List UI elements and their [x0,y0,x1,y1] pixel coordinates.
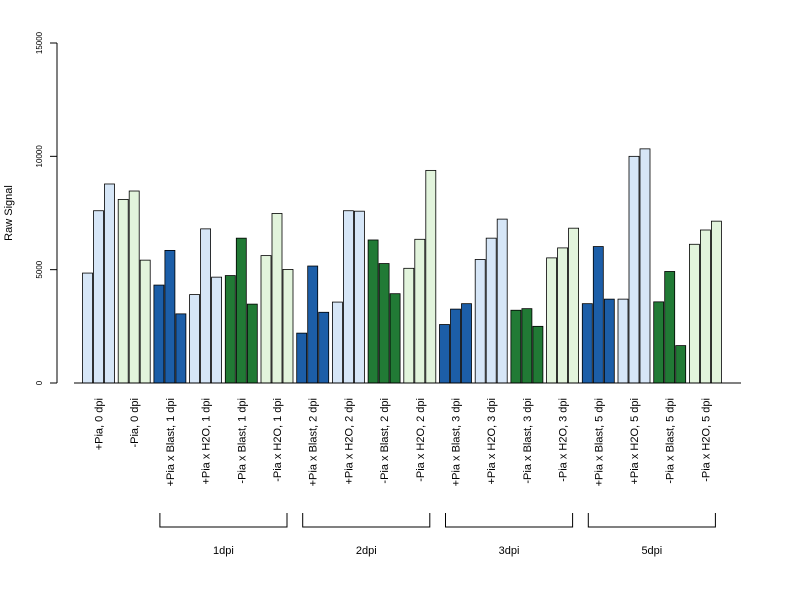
x-tick-label: -Pia x Blast, 1 dpi [236,398,248,484]
bracket-label: 2dpi [356,545,377,557]
x-tick-label: -Pia, 0 dpi [129,398,141,448]
bar [378,263,390,384]
x-tick-label: -Pia x Blast, 2 dpi [379,398,391,484]
x-tick-label: -Pia x H2O, 5 dpi [700,398,712,482]
bar [82,272,93,384]
bar [93,210,104,384]
bracket [159,513,288,528]
bar [235,237,247,384]
bar [414,238,426,384]
bar [211,276,223,384]
bar [496,218,508,384]
bar [153,284,165,384]
bar [104,183,115,384]
y-tick-label: 5000 [35,260,44,278]
bar [175,313,187,384]
bar [461,303,472,384]
bar [260,255,272,384]
bar [367,239,379,384]
x-tick-label: -Pia x Blast, 3 dpi [522,398,534,484]
bar [307,265,319,384]
bars [82,148,722,384]
bar [532,325,544,384]
bracket-label: 5dpi [641,545,662,557]
bar [617,298,629,384]
bar [271,213,283,384]
bar [568,227,579,384]
bar [282,269,294,384]
x-tick-label: -Pia x H2O, 2 dpi [415,398,427,482]
bar [639,148,651,384]
bar [675,345,687,384]
bar [653,301,665,384]
x-tick-label: +Pia x Blast, 5 dpi [593,398,605,486]
y-axis-label: Raw Signal [3,185,15,241]
bar [450,308,461,384]
bar [128,190,140,384]
bar [510,309,522,384]
x-tick-label: -Pia x H2O, 1 dpi [272,398,284,482]
bar [581,303,593,384]
bracket [587,513,716,528]
x-tick-label: +Pia x H2O, 3 dpi [486,398,498,485]
bar [117,198,129,384]
bar [603,298,615,384]
bar [296,332,308,384]
bar [439,324,450,384]
x-tick-label: +Pia, 0 dpi [94,398,106,450]
bar [474,259,486,384]
bar [628,155,640,384]
bar [557,247,568,384]
bar [700,229,711,384]
y-tick-label: 10000 [35,145,44,168]
bar [425,169,437,384]
bar [711,220,722,384]
bar [200,228,212,384]
bar [224,275,236,384]
bar [403,267,415,384]
x-tick-label: +Pia x H2O, 2 dpi [343,398,355,485]
bar [592,246,604,384]
x-tick-label: +Pia x Blast, 1 dpi [165,398,177,486]
x-tick-label: +Pia x Blast, 2 dpi [308,398,320,486]
bracket-label: 3dpi [499,545,520,557]
time-brackets: 1dpi 2dpi 3dpi 5dpi [159,513,716,557]
bar [689,243,700,384]
bar [139,259,151,384]
y-axis: 0 5000 10000 15000 [35,31,58,385]
bracket [445,513,574,528]
bar [318,311,330,384]
bar [164,249,176,384]
bar [189,294,201,384]
bar [521,308,533,384]
bar [342,210,354,384]
bracket [302,513,431,528]
y-tick-label: 15000 [35,31,44,54]
x-tick-labels: +Pia, 0 dpi -Pia, 0 dpi +Pia x Blast, 1 dp… [94,398,713,486]
bracket-label: 1dpi [213,545,234,557]
bar [485,237,497,384]
bar [246,303,258,384]
x-tick-label: +Pia x H2O, 5 dpi [629,398,641,485]
x-tick-label: +Pia x Blast, 3 dpi [451,398,463,486]
y-tick-label: 0 [35,380,44,385]
bar [389,293,401,384]
bar [331,301,343,384]
x-tick-label: -Pia x Blast, 5 dpi [665,398,677,484]
bar [546,257,557,384]
x-tick-label: -Pia x H2O, 3 dpi [558,398,570,482]
x-tick-label: +Pia x H2O, 1 dpi [201,398,213,485]
bar [664,271,676,384]
bar [353,210,365,384]
